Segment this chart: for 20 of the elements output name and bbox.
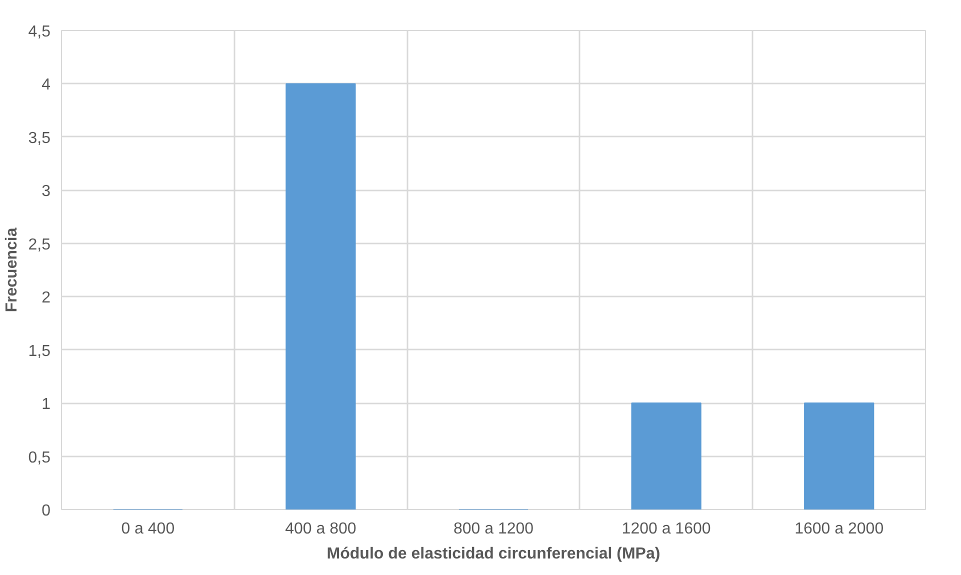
bar — [631, 402, 702, 510]
x-tick-label: 400 a 800 — [285, 520, 356, 538]
x-tick-label: 0 a 400 — [121, 520, 175, 538]
y-tick-label: 1,5 — [28, 342, 51, 360]
y-tick-label: 1 — [42, 396, 51, 414]
x-axis-title: Módulo de elasticidad circunferencial (MPa) — [326, 546, 660, 562]
x-tick-label: 1600 a 2000 — [794, 520, 884, 538]
y-axis-title: Frecuencia — [3, 228, 20, 312]
y-tick-label: 2 — [42, 290, 51, 307]
y-tick-label: 4,5 — [28, 24, 51, 40]
bar — [286, 83, 356, 510]
bar — [804, 402, 874, 510]
x-tick-label: 1200 a 1600 — [622, 520, 711, 538]
y-tick-label: 2,5 — [28, 236, 51, 254]
y-tick-label: 3 — [42, 183, 51, 200]
y-tick-label: 0 — [42, 502, 51, 520]
x-tick-label: 800 a 1200 — [453, 520, 534, 538]
y-tick-label: 0,5 — [28, 449, 51, 466]
y-tick-label: 4 — [42, 76, 51, 94]
y-tick-label: 3,5 — [28, 130, 51, 147]
